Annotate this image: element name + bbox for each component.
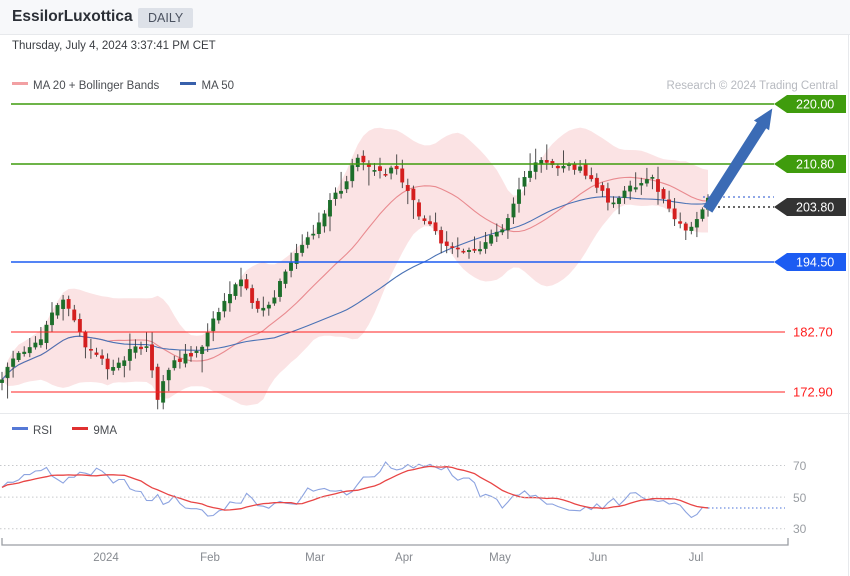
svg-text:220.00: 220.00: [796, 98, 834, 112]
svg-text:194.50: 194.50: [796, 256, 834, 270]
svg-text:210.80: 210.80: [796, 158, 834, 172]
svg-text:182.70: 182.70: [793, 325, 833, 340]
svg-text:203.80: 203.80: [796, 201, 834, 215]
svg-text:172.90: 172.90: [793, 385, 833, 400]
